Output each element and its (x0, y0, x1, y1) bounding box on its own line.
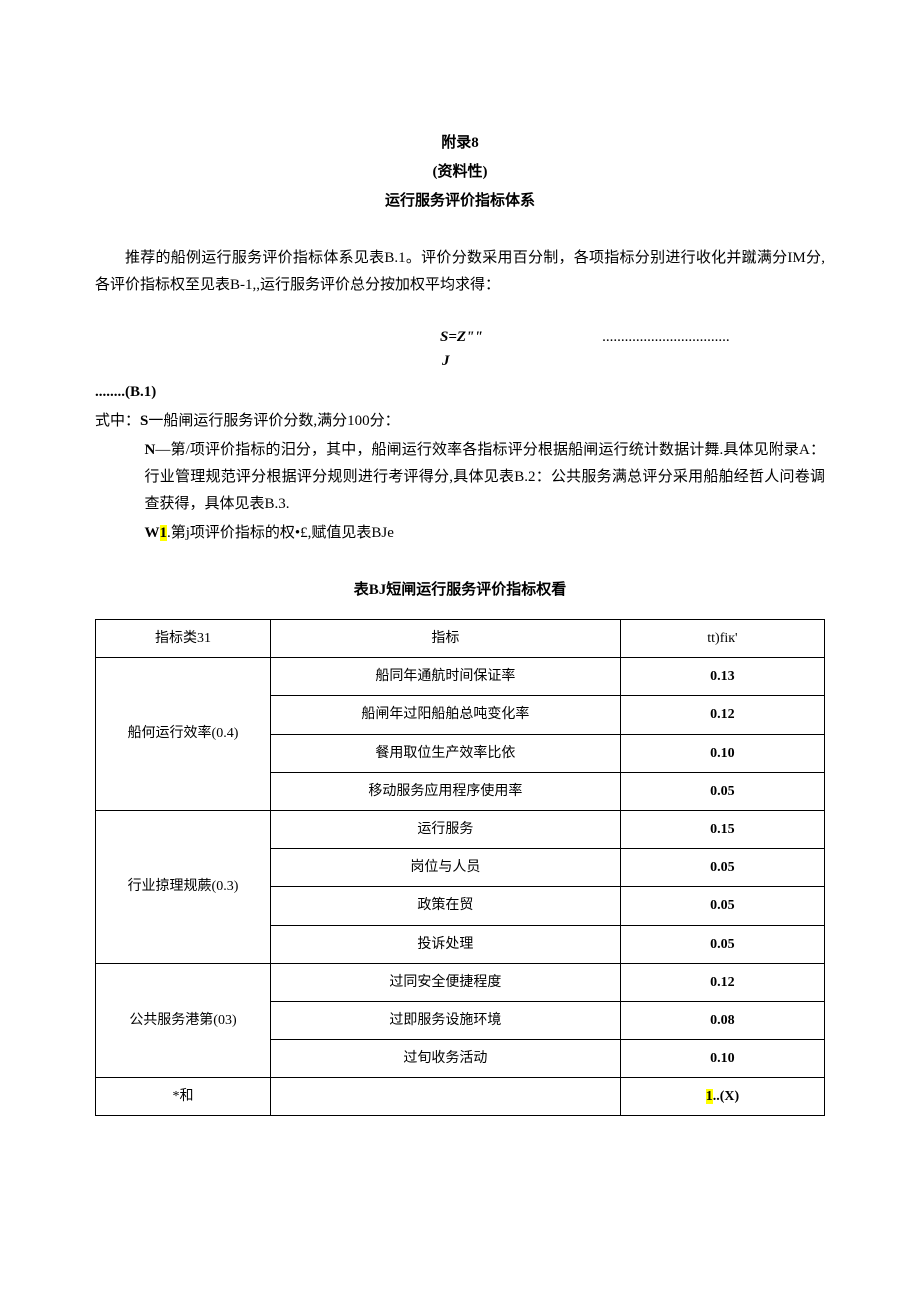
table-row: 船何运行效率(0.4) 船同年通航时间保证率 0.13 (96, 658, 825, 696)
th-category: 指标类31 (96, 620, 271, 658)
appendix-title: 运行服务评价指标体系 (95, 188, 825, 215)
cell-sum-value: 1..(X) (620, 1078, 824, 1116)
sum-rest: ..(X) (713, 1089, 739, 1104)
def-w-text: .第j项评价指标的权•£,赋值见表BJe (167, 525, 394, 541)
definition-n: N—第/项评价指标的汨分，其中，船闸运行效率各指标评分根据船闸运行统计数据计舞.… (95, 437, 825, 518)
th-indicator: 指标 (270, 620, 620, 658)
cell-weight: 0.08 (620, 1001, 824, 1039)
appendix-number: 附录8 (95, 130, 825, 157)
cell-indicator: 船同年通航时间保证率 (270, 658, 620, 696)
cell-category: 公共服务港第(03) (96, 963, 271, 1078)
cell-indicator: 过同安全便捷程度 (270, 963, 620, 1001)
def-w-highlight: 1 (160, 525, 168, 541)
formula-dots: .................................. (603, 324, 731, 351)
sum-highlight: 1 (706, 1089, 713, 1104)
table-footer-row: *和 1..(X) (96, 1078, 825, 1116)
document-header: 附录8 (资料性) 运行服务评价指标体系 (95, 130, 825, 215)
cell-indicator: 政策在贸 (270, 887, 620, 925)
def-n-label: N (145, 442, 156, 458)
cell-category: 行业掠理规蕨(0.3) (96, 810, 271, 963)
intro-paragraph: 推荐的船例运行服务评价指标体系见表B.1。评价分数采用百分制，各项指标分别进行收… (95, 245, 825, 299)
table-title: 表BJ短闸运行服务评价指标权看 (95, 577, 825, 604)
table-row: 行业掠理规蕨(0.3) 运行服务 0.15 (96, 810, 825, 848)
cell-weight: 0.05 (620, 925, 824, 963)
definition-w: W1.第j项评价指标的权•£,赋值见表BJe (95, 520, 825, 547)
def-n-text: —第/项评价指标的汨分，其中，船闸运行效率各指标评分根据船闸运行统计数据计舞.具… (145, 442, 826, 512)
cell-weight: 0.05 (620, 849, 824, 887)
table-header-row: 指标类31 指标 tt)fiк' (96, 620, 825, 658)
cell-indicator: 移动服务应用程序使用率 (270, 772, 620, 810)
def-w-pre: W (145, 525, 160, 541)
cell-weight: 0.05 (620, 887, 824, 925)
appendix-type: (资料性) (95, 159, 825, 186)
definition-s: 式中：S一船闸运行服务评价分数,满分100分： (95, 408, 825, 435)
cell-weight: 0.12 (620, 696, 824, 734)
cell-sum-label: *和 (96, 1078, 271, 1116)
table-row: 公共服务港第(03) 过同安全便捷程度 0.12 (96, 963, 825, 1001)
def-prefix: 式中： (95, 413, 140, 429)
formula-block: S=Z"" ..................................… (95, 324, 825, 374)
def-s-text: 一船闸运行服务评价分数,满分100分： (148, 413, 399, 429)
cell-indicator: 岗位与人员 (270, 849, 620, 887)
cell-indicator: 过旬收务活动 (270, 1040, 620, 1078)
cell-indicator: 过即服务设施环境 (270, 1001, 620, 1039)
cell-category: 船何运行效率(0.4) (96, 658, 271, 811)
cell-indicator: 船闸年过阳船舶总吨变化率 (270, 696, 620, 734)
cell-weight: 0.10 (620, 1040, 824, 1078)
cell-weight: 0.10 (620, 734, 824, 772)
cell-indicator: 运行服务 (270, 810, 620, 848)
cell-empty (270, 1078, 620, 1116)
formula-equation: S=Z"" (440, 324, 483, 351)
cell-weight: 0.12 (620, 963, 824, 1001)
cell-weight: 0.13 (620, 658, 824, 696)
cell-indicator: 餐用取位生产效率比依 (270, 734, 620, 772)
cell-indicator: 投诉处理 (270, 925, 620, 963)
formula-reference: ........(B.1) (95, 379, 825, 406)
cell-weight: 0.05 (620, 772, 824, 810)
formula-subscript: J (442, 348, 450, 375)
th-weight: tt)fiк' (620, 620, 824, 658)
cell-weight: 0.15 (620, 810, 824, 848)
weights-table: 指标类31 指标 tt)fiк' 船何运行效率(0.4) 船同年通航时间保证率 … (95, 619, 825, 1116)
